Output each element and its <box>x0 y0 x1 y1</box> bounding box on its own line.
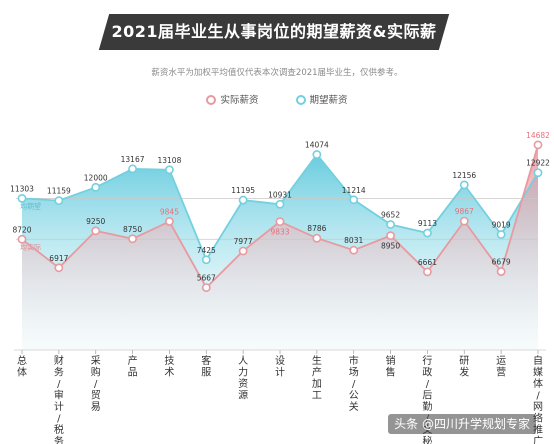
expected-point-10 <box>386 220 395 229</box>
expected-point-1 <box>54 196 64 206</box>
chart-title: 2021届毕业生从事岗位的期望薪资&实际薪资 <box>111 22 437 77</box>
actual-salary-area <box>22 144 538 350</box>
expected-point-11 <box>423 228 432 238</box>
x-tick-label-10: 销售 <box>386 354 396 379</box>
expected-value-label-3: 13167 <box>121 155 145 164</box>
expected-point-12 <box>459 180 469 190</box>
actual-point-5 <box>201 283 211 293</box>
expected-value-label-7: 10931 <box>268 190 292 199</box>
expected-point-6 <box>238 195 248 205</box>
actual-point-0 <box>17 234 27 244</box>
actual-value-label-6: 7977 <box>234 237 253 246</box>
expected-point-3 <box>128 164 137 174</box>
expected-value-label-8: 14074 <box>305 140 329 149</box>
expected-value-label-4: 13108 <box>157 156 181 165</box>
expected-value-label-0: 11303 <box>10 184 34 193</box>
expected-value-label-2: 12000 <box>84 173 108 182</box>
actual-value-label-13: 6679 <box>492 258 511 267</box>
expected-point-2 <box>91 182 101 192</box>
actual-point-14 <box>533 140 543 150</box>
x-tick-label-7: 设计 <box>275 355 285 379</box>
watermark: 头条 @四川升学规划专家 <box>388 414 536 434</box>
actual-value-label-10: 8950 <box>381 242 400 251</box>
actual-value-label-0: 8720 <box>12 225 31 234</box>
x-tick-label-8: 生产加工 <box>312 354 322 402</box>
actual-value-label-3: 8750 <box>123 225 142 234</box>
actual-point-7 <box>275 217 285 227</box>
actual-point-8 <box>312 233 322 243</box>
expected-value-label-10: 9652 <box>381 211 400 220</box>
chart-legend: 实际薪资 期望薪资 <box>0 88 554 106</box>
x-tick-label-3: 产品 <box>128 354 138 379</box>
x-tick-label-4: 技术 <box>164 354 174 379</box>
expected-value-label-5: 7425 <box>197 246 216 255</box>
x-tick-label-14: 自媒体/网络推广 <box>533 354 543 444</box>
actual-point-13 <box>496 267 506 276</box>
reference-line-label-0: 均期望 <box>20 201 41 210</box>
actual-point-1 <box>54 263 64 273</box>
expected-point-0 <box>17 193 27 203</box>
expected-value-label-6: 11195 <box>231 186 255 195</box>
expected-point-7 <box>275 199 285 209</box>
expected-point-4 <box>165 165 174 175</box>
x-tick-label-9: 市场/公关 <box>349 354 359 413</box>
actual-point-12 <box>459 216 469 226</box>
legend-item-actual: 实际薪资 <box>206 92 258 106</box>
expected-value-label-9: 11214 <box>342 186 366 195</box>
expected-point-14 <box>533 168 543 178</box>
actual-point-6 <box>238 246 248 256</box>
actual-value-label-5: 5667 <box>197 274 216 283</box>
x-tick-label-13: 运营 <box>496 355 506 379</box>
actual-point-2 <box>91 226 101 236</box>
x-tick-label-1: 财务/审计/税务 <box>54 354 64 444</box>
legend-expected-circle-icon <box>295 95 306 105</box>
title-banner: 2021届毕业生从事岗位的期望薪资&实际薪资 <box>0 0 554 77</box>
x-tick-label-12: 研发 <box>459 355 469 379</box>
legend-actual-label: 实际薪资 <box>220 94 259 106</box>
expected-value-label-13: 9019 <box>492 221 511 230</box>
expected-value-label-14: 12922 <box>526 159 550 168</box>
actual-value-label-14: 14682 <box>526 131 550 140</box>
expected-point-5 <box>201 255 211 265</box>
legend-expected-label: 期望薪资 <box>309 94 348 106</box>
actual-point-11 <box>423 267 432 277</box>
legend-item-expected: 期望薪资 <box>295 92 348 106</box>
actual-value-label-7: 9833 <box>270 228 289 237</box>
actual-point-4 <box>165 217 174 226</box>
actual-point-3 <box>128 234 137 244</box>
actual-value-label-12: 9867 <box>455 207 474 216</box>
actual-value-label-2: 9250 <box>86 217 105 226</box>
actual-point-10 <box>386 231 395 241</box>
chart-subtitle: 薪资水平为加权平均值仅代表本次调查2021届毕业生，仅供参考。 <box>151 68 403 78</box>
x-tick-label-5: 客服 <box>201 354 211 379</box>
expected-value-label-1: 11159 <box>47 187 71 196</box>
x-tick-label-0: 总体 <box>17 354 27 379</box>
actual-value-label-9: 8031 <box>344 236 363 245</box>
x-tick-label-6: 人力资源 <box>238 355 248 402</box>
actual-value-label-4: 9845 <box>160 207 179 216</box>
actual-point-9 <box>349 245 359 255</box>
legend-actual-circle-icon <box>206 95 217 105</box>
x-tick-label-2: 采购/贸易 <box>91 355 101 413</box>
expected-point-8 <box>312 150 322 159</box>
expected-value-label-12: 12156 <box>452 171 476 180</box>
expected-value-label-11: 9113 <box>418 219 437 228</box>
actual-value-label-1: 6917 <box>49 254 68 263</box>
actual-value-label-11: 6661 <box>418 258 437 267</box>
actual-value-label-8: 8786 <box>307 224 326 233</box>
expected-point-13 <box>496 230 506 239</box>
expected-point-9 <box>349 195 359 205</box>
